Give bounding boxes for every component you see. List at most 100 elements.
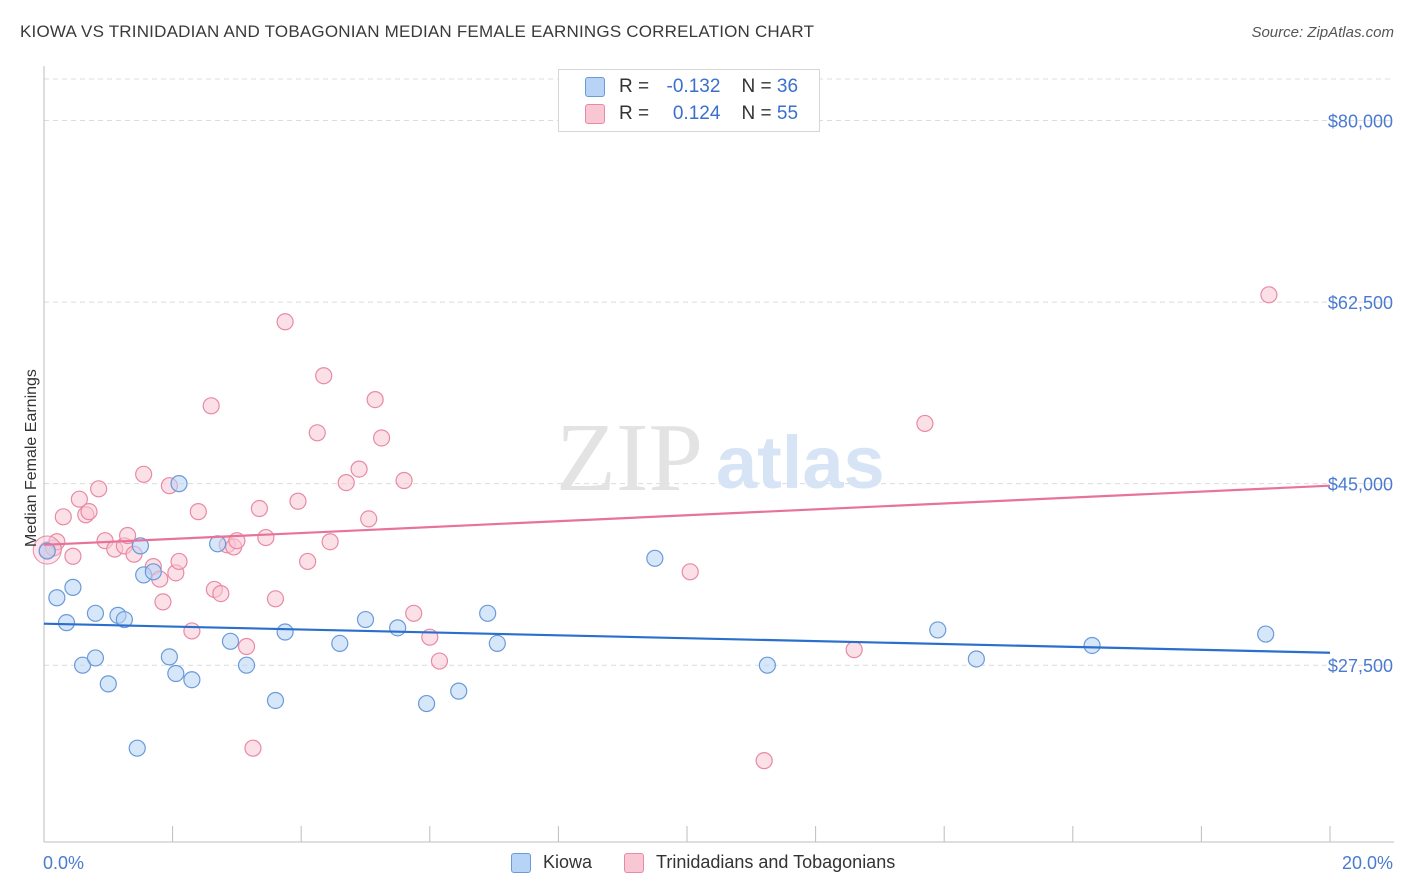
kiowa-point (646, 549, 664, 567)
y-tick-label: $27,500 (1328, 656, 1393, 676)
kiowa-point (128, 739, 146, 757)
kiowa-point (183, 671, 201, 689)
trinidadian-point (266, 590, 285, 608)
kiowa-point (86, 649, 105, 667)
legend-label-trinidadian: Trinidadians and Tobagonians (656, 852, 896, 872)
x-tick-label: 0.0% (43, 853, 84, 873)
trinidadian-point (845, 641, 863, 659)
series-trinidadian-points (32, 286, 1278, 770)
series-legend: Kiowa Trinidadians and Tobagonians (511, 852, 927, 873)
trinidadian-point (90, 480, 108, 498)
trinidadian-point (170, 552, 188, 571)
kiowa-point (488, 634, 506, 653)
kiowa-point (64, 578, 82, 596)
kiowa-point (170, 475, 188, 493)
trend-lines (43, 484, 1331, 654)
trinidadian-point (350, 460, 368, 478)
watermark-atlas: atlas (716, 421, 885, 504)
x-tick-label: 20.0% (1342, 853, 1393, 873)
legend-row-kiowa: R = -0.132 N = 36 (585, 74, 798, 100)
source-label: Source: ZipAtlas.com (1251, 24, 1394, 41)
trinidadian-point (237, 637, 256, 656)
trinidadian-point (315, 367, 333, 385)
trinidadian-point (372, 429, 391, 447)
trinidadian-point (154, 593, 172, 611)
axes (43, 66, 1394, 843)
trinidadian-point (916, 414, 934, 433)
kiowa-point (131, 537, 150, 555)
legend-row-trinidadian: R = 0.124 N = 55 (585, 101, 798, 127)
trinidadian-point (366, 390, 384, 409)
trinidadian-point (257, 528, 275, 547)
correlation-legend: R = -0.132 N = 36 R = 0.124 N = 55 (558, 69, 820, 132)
trinidadian-point (189, 503, 207, 521)
kiowa-point (929, 621, 947, 639)
trinidadian-point (250, 499, 269, 518)
kiowa-point (48, 589, 66, 607)
kiowa-point (86, 604, 105, 622)
trinidadian-point (202, 397, 220, 415)
kiowa-point (266, 691, 285, 710)
kiowa-point (450, 682, 468, 700)
trinidadian-trend-line (43, 484, 1331, 546)
y-tick-labels: $27,500 $45,000 $62,500 $80,000 (1328, 112, 1393, 677)
kiowa-trend-line (43, 622, 1331, 654)
legend-item-kiowa: Kiowa (511, 852, 592, 873)
kiowa-swatch (585, 77, 605, 97)
y-tick-label: $80,000 (1328, 112, 1393, 132)
legend-item-trinidadian: Trinidadians and Tobagonians (624, 852, 895, 873)
trinidadian-point (308, 424, 326, 442)
n-value: 55 (776, 103, 799, 124)
trinidadian-point (64, 547, 82, 565)
trinidadian-point (135, 465, 153, 483)
trinidadian-point (80, 503, 98, 521)
trinidadian-point (212, 584, 230, 603)
trinidadian-point (54, 508, 72, 526)
r-label: R = (619, 103, 650, 124)
trinidadian-point (360, 510, 378, 528)
trinidadian-legend-swatch (624, 852, 645, 873)
kiowa-point (1257, 625, 1275, 643)
trinidadian-point (183, 622, 201, 640)
legend-label-kiowa: Kiowa (543, 852, 593, 872)
kiowa-point (99, 675, 117, 693)
trinidadian-point (395, 471, 413, 490)
r-value: -0.132 (666, 76, 721, 97)
trinidadian-point (405, 604, 423, 622)
trinidadian-point (1260, 286, 1278, 304)
kiowa-point (967, 650, 985, 668)
kiowa-legend-swatch (511, 852, 531, 873)
trinidadian-point (118, 526, 137, 545)
y-axis-label: Median Female Earnings (23, 369, 40, 547)
grid-lines (44, 78, 1394, 666)
y-tick-label: $45,000 (1328, 475, 1393, 495)
kiowa-point (160, 648, 178, 666)
kiowa-point (167, 664, 185, 683)
kiowa-point (276, 623, 294, 641)
kiowa-point (417, 694, 436, 713)
kiowa-point (221, 632, 240, 650)
trinidadian-point (321, 533, 339, 551)
r-value: 0.124 (672, 103, 721, 124)
trinidadian-point (337, 473, 355, 492)
r-label: R = (619, 76, 650, 97)
trinidadian-point (70, 490, 88, 508)
trinidadian-point (430, 652, 449, 670)
kiowa-point (389, 619, 407, 637)
kiowa-point (356, 610, 375, 629)
kiowa-point (73, 656, 92, 674)
trinidadian-point (681, 563, 699, 581)
kiowa-point (57, 614, 76, 632)
kiowa-point (331, 634, 349, 653)
kiowa-point (237, 656, 256, 674)
trinidadian-swatch (585, 104, 605, 124)
watermark: ZIP atlas (556, 404, 885, 512)
kiowa-point (758, 656, 776, 674)
n-label: N = (741, 76, 772, 97)
kiowa-point (1083, 636, 1101, 655)
n-value: 36 (776, 76, 799, 97)
kiowa-point (38, 542, 56, 560)
trinidadian-point (244, 739, 262, 757)
kiowa-point (479, 604, 497, 622)
kiowa-point (144, 563, 162, 581)
